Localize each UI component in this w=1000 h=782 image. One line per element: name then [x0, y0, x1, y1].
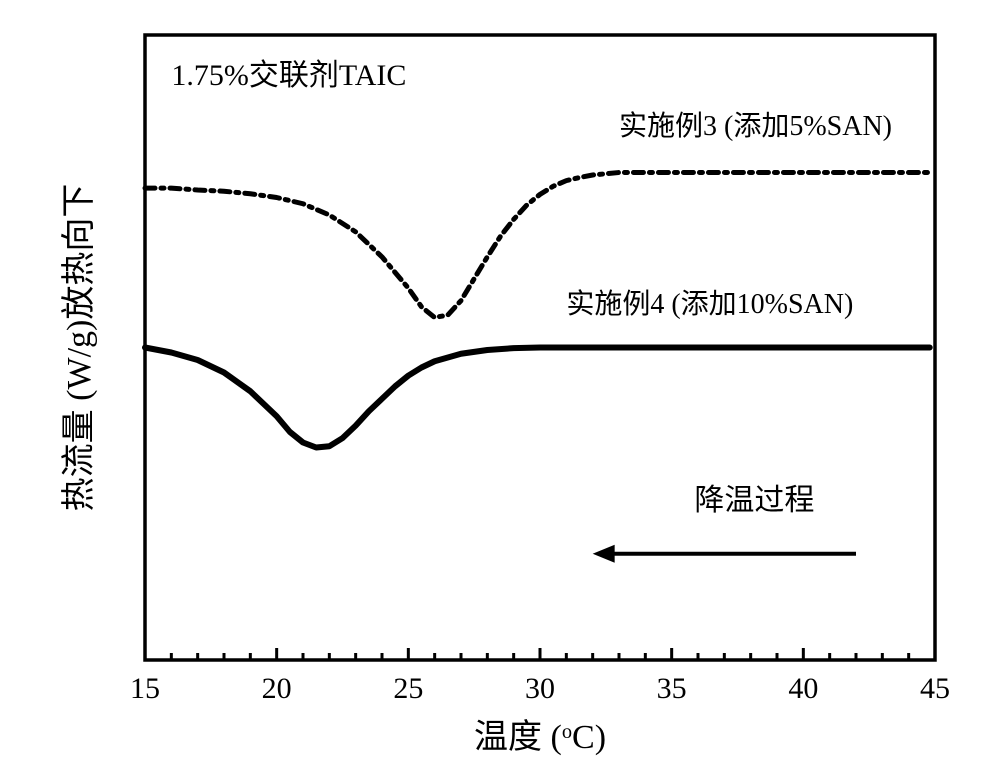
svg-text:40: 40 [788, 672, 818, 705]
svg-text:实施例4 (添加10%SAN): 实施例4 (添加10%SAN) [566, 288, 853, 320]
svg-text:35: 35 [657, 672, 687, 705]
svg-text:45: 45 [920, 672, 950, 705]
svg-text:25: 25 [393, 672, 423, 705]
svg-text:30: 30 [525, 672, 555, 705]
svg-text:温度 (oC): 温度 (oC) [474, 718, 606, 756]
svg-text:实施例3 (添加5%SAN): 实施例3 (添加5%SAN) [619, 110, 892, 142]
svg-text:热流量 (W/g)放热向下: 热流量 (W/g)放热向下 [60, 184, 98, 512]
svg-text:1.75%交联剂TAIC: 1.75%交联剂TAIC [171, 59, 406, 92]
svg-text:15: 15 [130, 672, 160, 705]
svg-text:降温过程: 降温过程 [694, 484, 814, 517]
dsc-chart: 15 20 25 30 35 40 45 实施例3 (添加5%SAN) 实施例4 (添加10%S… [50, 20, 950, 762]
svg-text:20: 20 [262, 672, 292, 705]
